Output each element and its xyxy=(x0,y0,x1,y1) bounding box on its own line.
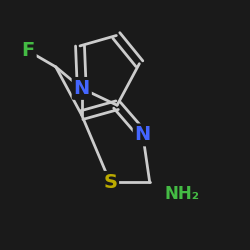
Text: N: N xyxy=(135,126,151,144)
Text: N: N xyxy=(74,79,90,98)
Text: N: N xyxy=(74,79,90,98)
Text: S: S xyxy=(103,173,117,192)
Text: NH₂: NH₂ xyxy=(164,185,199,203)
Text: F: F xyxy=(22,41,35,60)
Text: N: N xyxy=(135,126,151,144)
Text: S: S xyxy=(103,173,117,192)
Text: F: F xyxy=(22,41,35,60)
Text: NH₂: NH₂ xyxy=(164,185,199,203)
